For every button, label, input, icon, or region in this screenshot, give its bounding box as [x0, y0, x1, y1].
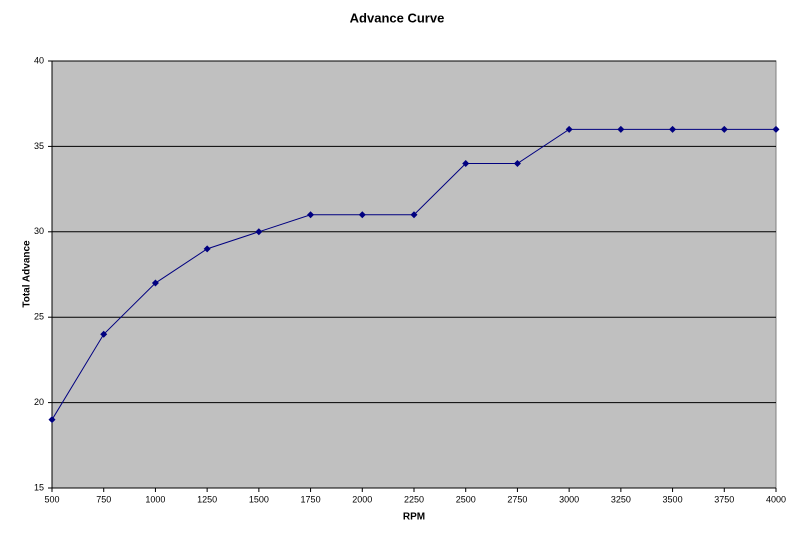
x-tick-label: 750 [96, 494, 111, 504]
data-point [617, 125, 625, 133]
data-point [358, 211, 366, 219]
x-tick-label: 1000 [145, 494, 165, 504]
data-point [772, 125, 780, 133]
x-tick-label: 4000 [766, 494, 786, 504]
x-tick-label: 2000 [352, 494, 372, 504]
x-tick-label: 3250 [611, 494, 631, 504]
data-point [307, 211, 315, 219]
data-point [462, 159, 470, 167]
x-tick-label: 2250 [404, 494, 424, 504]
chart-title: Advance Curve [350, 10, 445, 25]
data-point [100, 330, 108, 338]
y-tick-label: 20 [34, 397, 44, 407]
y-tick-label: 30 [34, 226, 44, 236]
plot-area [51, 60, 777, 489]
data-point [48, 416, 56, 424]
y-axis-label: Total Advance [22, 240, 33, 308]
data-point [151, 279, 159, 287]
x-tick-label: 500 [44, 494, 59, 504]
x-tick-label: 3000 [559, 494, 579, 504]
y-tick-label: 40 [34, 55, 44, 65]
x-axis-label: RPM [403, 512, 425, 523]
data-point [565, 125, 573, 133]
data-point [669, 125, 677, 133]
x-tick-label: 3500 [663, 494, 683, 504]
x-tick-label: 1750 [301, 494, 321, 504]
data-point [203, 245, 211, 253]
y-tick-label: 15 [34, 482, 44, 492]
x-tick-label: 1500 [249, 494, 269, 504]
x-tick-label: 2500 [456, 494, 476, 504]
x-tick-label: 1250 [197, 494, 217, 504]
data-point [255, 228, 263, 236]
y-tick-label: 25 [34, 312, 44, 322]
data-point [720, 125, 728, 133]
data-point [513, 159, 521, 167]
data-point [410, 211, 418, 219]
x-tick-label: 3750 [714, 494, 734, 504]
y-tick-label: 35 [34, 141, 44, 151]
x-tick-label: 2750 [507, 494, 527, 504]
